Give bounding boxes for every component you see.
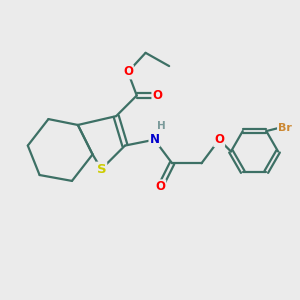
Text: H: H	[158, 122, 166, 131]
Text: O: O	[123, 65, 133, 79]
Text: S: S	[97, 163, 106, 176]
Text: N: N	[149, 133, 159, 146]
Text: O: O	[152, 89, 162, 102]
Text: Br: Br	[278, 123, 292, 133]
Text: O: O	[155, 180, 165, 193]
Text: O: O	[214, 133, 224, 146]
